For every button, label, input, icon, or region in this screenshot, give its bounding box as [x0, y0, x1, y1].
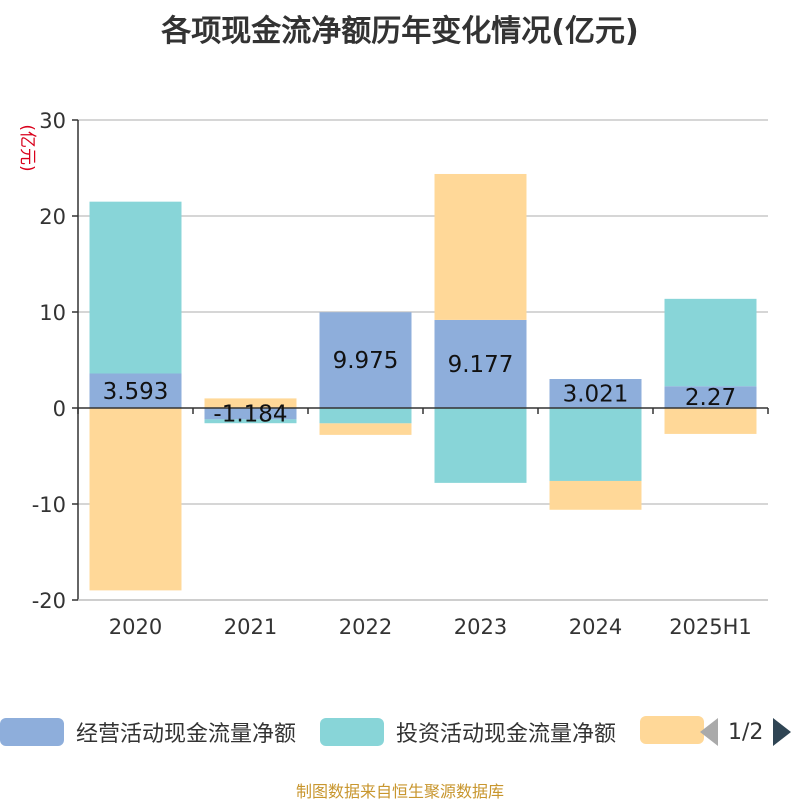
y-unit-label: (亿元)	[17, 124, 37, 171]
x-tick-label: 2021	[224, 615, 277, 639]
bar-2024-series-1	[549, 408, 642, 481]
legend-label-investing: 投资活动现金流量净额	[396, 722, 617, 747]
bar-2023-series-0	[434, 319, 527, 408]
y-tick-label: 30	[39, 109, 66, 133]
y-tick-label: 10	[39, 301, 66, 325]
x-tick-label: 2022	[339, 615, 392, 639]
bar-2022-series-1	[319, 408, 412, 424]
bar-2020-series-2	[89, 408, 182, 591]
x-tick-label: 2024	[569, 615, 622, 639]
bar-2025H1-series-2	[664, 408, 757, 434]
legend-item-financing[interactable]	[640, 716, 704, 744]
bar-2022-series-0	[319, 312, 412, 408]
legend-swatch-financing	[640, 716, 704, 744]
axes: 30 20 10 0 -10 -20 2020 2021 2022 2023 2024 2025H1	[32, 109, 769, 639]
grid-lines	[78, 119, 768, 601]
next-page-icon[interactable]	[773, 718, 792, 746]
prev-page-icon[interactable]	[700, 718, 718, 746]
legend-item-investing[interactable]: 投资活动现金流量净额	[320, 716, 616, 748]
bar-2021-series-0	[204, 408, 297, 420]
data-label-2023: 9.177	[448, 352, 514, 378]
bar-2021-series-2	[204, 398, 297, 408]
data-label-2021: -1.184	[213, 402, 287, 428]
data-label-2020: 3.593	[103, 379, 169, 405]
bar-2022-series-2	[319, 423, 412, 435]
legend: 经营活动现金流量净额 投资活动现金流量净额 1/2	[0, 716, 800, 756]
y-tick-label: -10	[32, 493, 66, 517]
y-tick-label: 0	[53, 397, 66, 421]
bar-2025H1-series-0	[664, 386, 757, 408]
bar-2021-series-1	[204, 419, 297, 424]
bar-series	[89, 173, 757, 591]
bar-2024-series-2	[549, 480, 642, 510]
source-note: 制图数据来自恒生聚源数据库	[295, 782, 504, 801]
bar-2025H1-series-1	[664, 298, 757, 387]
data-label-2025H1: 2.27	[685, 385, 736, 411]
data-label-2022: 9.975	[333, 348, 399, 374]
y-tick-label: 20	[39, 205, 66, 229]
data-label-2024: 3.021	[563, 381, 629, 407]
legend-item-operating[interactable]: 经营活动现金流量净额	[0, 716, 296, 748]
x-tick-label: 2020	[109, 615, 162, 639]
legend-page-number: 1/2	[728, 719, 764, 745]
data-labels: 3.593 -1.184 9.975 9.177 3.021 2.27	[103, 348, 737, 428]
legend-label-operating: 经营活动现金流量净额	[76, 722, 297, 747]
x-tick-label: 2023	[454, 615, 507, 639]
x-tick-label: 2025H1	[669, 615, 752, 639]
legend-pager: 1/2	[700, 718, 792, 746]
bar-2020-series-1	[89, 201, 182, 374]
y-tick-label: -20	[32, 589, 66, 613]
bar-2023-series-1	[434, 408, 527, 483]
chart-title: 各项现金流净额历年变化情况(亿元)	[161, 14, 639, 49]
bar-2023-series-2	[434, 173, 527, 320]
legend-swatch-investing	[320, 718, 384, 746]
bar-2024-series-0	[549, 378, 642, 408]
bar-2020-series-0	[89, 373, 182, 408]
legend-swatch-operating	[0, 718, 64, 746]
